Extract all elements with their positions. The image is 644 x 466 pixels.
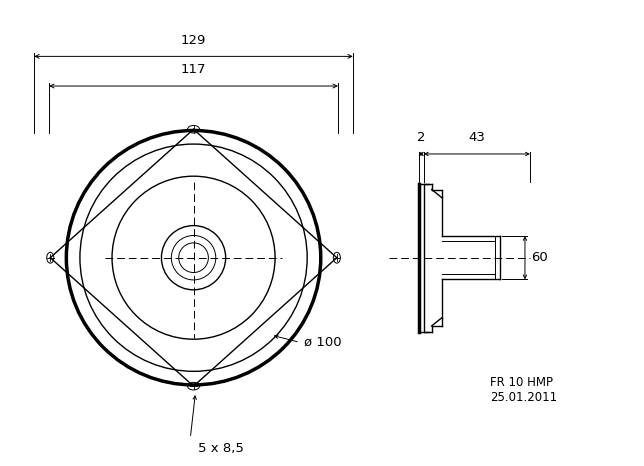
Text: ø 100: ø 100 [304,335,342,348]
Text: 117: 117 [181,63,206,76]
Text: 60: 60 [531,251,547,264]
Text: 129: 129 [181,34,206,47]
Text: 2: 2 [417,131,426,144]
Text: 5 x 8,5: 5 x 8,5 [198,443,244,455]
Text: 43: 43 [468,131,486,144]
Text: FR 10 HMP
25.01.2011: FR 10 HMP 25.01.2011 [490,376,558,404]
